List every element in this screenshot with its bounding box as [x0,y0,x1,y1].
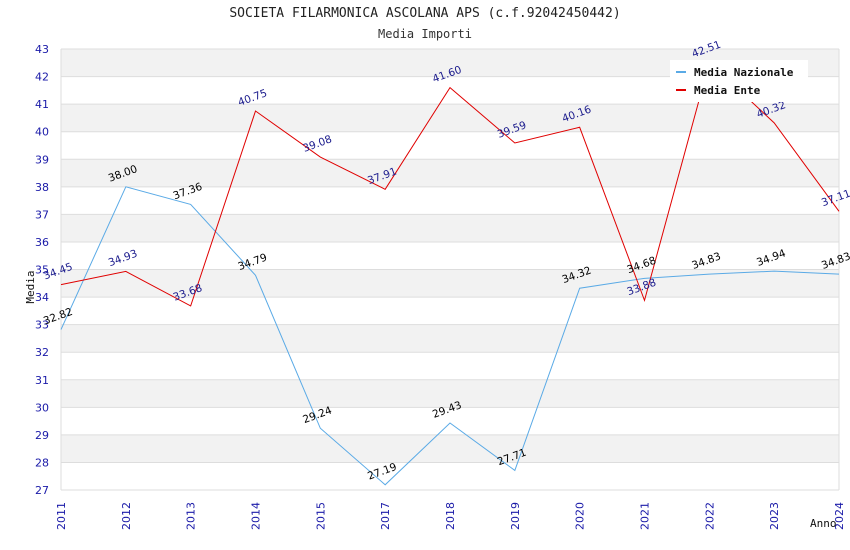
series-line [60,186,840,486]
grid-band [61,159,839,187]
x-tick-label: 2012 [120,502,133,530]
x-tick-label: 2018 [444,502,457,530]
x-tick-label: 2017 [379,502,392,530]
data-label: 34.83 [820,250,850,272]
y-tick-label: 28 [35,456,49,469]
data-label: 27.19 [366,461,398,483]
x-tick-label: 2023 [768,502,781,530]
data-label: 34.94 [755,247,788,269]
x-tick-label: 2022 [703,502,716,530]
legend-label: Media Ente [694,83,761,97]
x-tick-label: 2015 [314,502,327,530]
y-tick-label: 31 [35,374,49,387]
legend-item-media-nazionale: Media Nazionale [676,65,793,79]
x-tick-label: 2019 [509,502,522,530]
grid-band [61,379,839,408]
x-tick-label: 2014 [250,502,263,530]
chart-legend: Media Nazionale Media Ente [670,60,808,102]
data-label: 34.93 [107,248,139,270]
legend-item-media-ente: Media Ente [676,83,760,97]
y-tick-label: 33 [35,319,49,332]
y-tick-label: 29 [35,429,49,442]
x-axis-title: Anno [810,517,837,530]
chart-title: SOCIETA FILARMONICA ASCOLANA APS (c.f.92… [229,6,621,21]
grid-band [61,434,839,463]
y-axis-ticks: 27 28 29 30 31 32 33 34 35 36 37 38 39 40 41 42 43 [35,43,49,497]
x-tick-label: 2021 [639,502,652,530]
x-tick-label: 2013 [185,502,198,530]
y-tick-label: 37 [35,208,49,221]
y-tick-label: 40 [35,126,49,139]
y-tick-label: 43 [35,43,49,56]
y-axis-title: Media [24,270,37,303]
grid-band [61,214,839,242]
data-label: 34.83 [690,250,722,272]
y-tick-label: 42 [35,71,49,84]
y-tick-label: 41 [35,98,49,111]
grid-lines [60,48,840,491]
chart-subtitle: Media Importi [378,27,472,41]
x-tick-label: 2020 [574,502,587,530]
y-tick-label: 32 [35,346,49,359]
y-tick-label: 35 [35,264,49,277]
y-tick-label: 30 [35,401,49,414]
grid-band [61,324,839,353]
y-tick-label: 36 [35,236,49,249]
legend-swatch [676,71,686,73]
y-tick-label: 39 [35,153,49,166]
legend-swatch [676,89,686,91]
y-tick-label: 27 [35,484,49,497]
data-label: 39.08 [301,133,333,155]
grid-band [61,104,839,132]
x-axis-ticks: 2011 2012 2013 2014 2015 2017 2018 2019 2020 2021… [55,502,846,530]
y-tick-label: 38 [35,181,49,194]
y-tick-label: 34 [35,291,49,304]
x-tick-label: 2024 [833,502,846,530]
grid-bands [61,49,839,463]
x-tick-label: 2011 [55,502,68,530]
legend-label: Media Nazionale [694,65,794,79]
